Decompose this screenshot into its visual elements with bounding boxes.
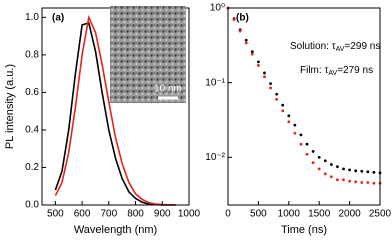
annotation-text: =279 ns xyxy=(337,65,373,76)
tem-image xyxy=(110,6,186,103)
y-tick-label: 10⁰ xyxy=(210,3,225,14)
point xyxy=(281,103,285,107)
x-tick-label: 600 xyxy=(74,209,91,220)
point xyxy=(323,172,327,176)
point xyxy=(366,181,370,184)
annotation-text: Solution: τ xyxy=(290,41,336,52)
x-tick-label: 2500 xyxy=(369,209,392,220)
point xyxy=(360,169,364,173)
chart-panel: 0 500 1000 1500 2000 2500 10⁰ 10⁻¹ 10⁻² Time (ns) xyxy=(205,3,391,236)
point xyxy=(329,175,333,179)
y-tick-label: 0.4 xyxy=(25,125,39,136)
point xyxy=(317,167,321,171)
point xyxy=(360,181,364,184)
x-tick-label: 1000 xyxy=(278,209,301,220)
point xyxy=(281,109,285,113)
point xyxy=(354,169,358,173)
chart-panel: 500 600 700 800 900 1000 0.0 0.2 0.4 0.6 0.8 1.0 Wav… xyxy=(4,7,201,236)
inset-image: 10 nm xyxy=(110,6,186,103)
point xyxy=(348,179,351,183)
point xyxy=(293,123,297,127)
point xyxy=(244,38,248,42)
point xyxy=(287,114,291,118)
y-tick-label: 0.6 xyxy=(25,87,39,98)
y-tick-label: 0.8 xyxy=(25,50,39,61)
point xyxy=(342,178,345,182)
point xyxy=(342,167,345,171)
point xyxy=(329,163,333,166)
panel-label: (b) xyxy=(236,13,249,24)
point xyxy=(311,161,315,165)
point xyxy=(263,71,266,75)
point xyxy=(293,131,297,135)
point xyxy=(336,178,339,182)
point xyxy=(287,120,291,124)
point xyxy=(366,170,370,174)
point xyxy=(305,152,309,156)
point xyxy=(257,60,260,64)
point xyxy=(244,41,248,45)
x-tick-label: 800 xyxy=(127,209,144,220)
y-tick-label: 0.0 xyxy=(25,200,39,211)
annotation-text: Film: τ xyxy=(300,65,328,76)
point xyxy=(354,180,358,184)
x-tick-label: 1000 xyxy=(178,209,201,220)
y-tick-label: 1.0 xyxy=(25,12,39,23)
x-tick-label: 1500 xyxy=(308,209,331,220)
annotation-sub: AV xyxy=(336,46,345,53)
point xyxy=(232,18,236,21)
panel-label: (a) xyxy=(52,13,64,24)
plot-frame xyxy=(227,7,381,206)
annotation-sub: AV xyxy=(328,70,337,77)
x-tick-label: 0 xyxy=(225,209,231,220)
point xyxy=(275,92,279,96)
point xyxy=(257,64,260,67)
point xyxy=(250,50,254,54)
annotation: Film: τAV=279 ns xyxy=(300,65,373,77)
point xyxy=(348,168,351,172)
point xyxy=(323,159,327,163)
point xyxy=(299,133,303,137)
point xyxy=(263,75,266,79)
y-axis-title: PL intensity (a.u.) xyxy=(4,64,16,149)
x-tick-label: 2000 xyxy=(338,209,361,220)
x-tick-label: 700 xyxy=(100,209,117,220)
x-tick-label: 500 xyxy=(250,209,267,220)
annotation: Solution: τAV=299 ns xyxy=(290,41,380,53)
x-tick-label: 500 xyxy=(47,209,64,220)
point xyxy=(269,82,272,86)
y-tick-label: 10⁻¹ xyxy=(205,77,225,88)
point xyxy=(372,181,376,185)
annotation-text: =299 ns xyxy=(344,41,380,52)
line xyxy=(54,22,176,206)
y-tick-label: 10⁻² xyxy=(205,152,225,163)
point xyxy=(238,29,242,33)
y-tick-label: 0.2 xyxy=(25,162,39,173)
point xyxy=(275,97,279,101)
point xyxy=(311,150,315,153)
scale-label: 10 nm xyxy=(154,84,182,95)
point xyxy=(305,142,309,146)
line xyxy=(54,14,176,206)
point xyxy=(299,142,303,146)
x-axis-title: Wavelength (nm) xyxy=(74,224,157,236)
point xyxy=(269,86,272,90)
x-tick-label: 900 xyxy=(154,209,171,220)
point xyxy=(336,165,339,169)
x-axis-title: Time (ns) xyxy=(281,224,327,236)
plots: 500 600 700 800 900 1000 0.0 0.2 0.4 0.6 0.8 1.0 Wav… xyxy=(4,3,392,236)
point xyxy=(317,155,321,159)
point xyxy=(250,52,254,56)
point xyxy=(372,170,376,174)
